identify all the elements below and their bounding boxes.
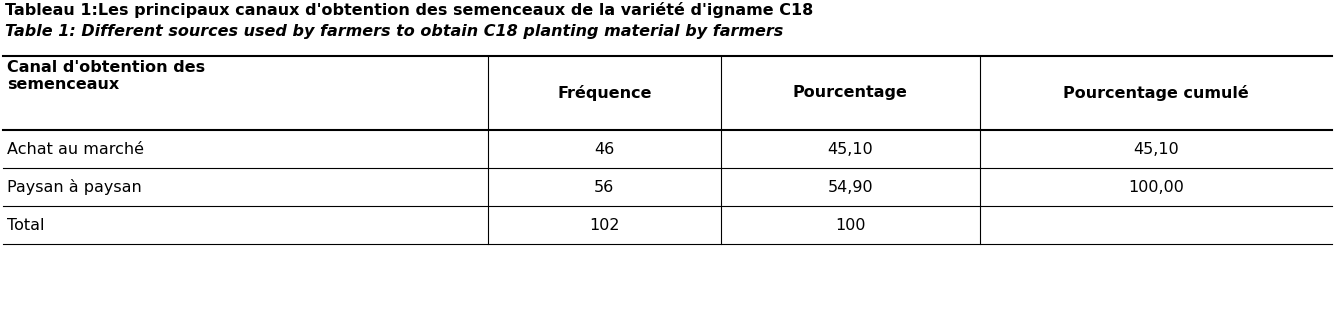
Text: 100: 100 <box>834 217 865 233</box>
Text: 54,90: 54,90 <box>828 179 873 194</box>
Text: 46: 46 <box>594 142 614 156</box>
Text: 100,00: 100,00 <box>1128 179 1184 194</box>
Text: Achat au marché: Achat au marché <box>7 142 144 156</box>
Text: Canal d'obtention des
semenceaux: Canal d'obtention des semenceaux <box>7 60 206 92</box>
Text: Paysan à paysan: Paysan à paysan <box>7 179 142 195</box>
Text: Table 1: Different sources used by farmers to obtain C18 planting material by fa: Table 1: Different sources used by farme… <box>5 24 784 39</box>
Text: Fréquence: Fréquence <box>557 85 651 101</box>
Text: 56: 56 <box>594 179 614 194</box>
Text: 102: 102 <box>589 217 619 233</box>
Text: Pourcentage cumulé: Pourcentage cumulé <box>1063 85 1248 101</box>
Text: 45,10: 45,10 <box>1133 142 1179 156</box>
Text: Pourcentage: Pourcentage <box>793 86 908 100</box>
Text: 45,10: 45,10 <box>828 142 873 156</box>
Text: Total: Total <box>7 217 44 233</box>
Text: Tableau 1:Les principaux canaux d'obtention des semenceaux de la variété d'ignam: Tableau 1:Les principaux canaux d'obtent… <box>5 2 813 18</box>
